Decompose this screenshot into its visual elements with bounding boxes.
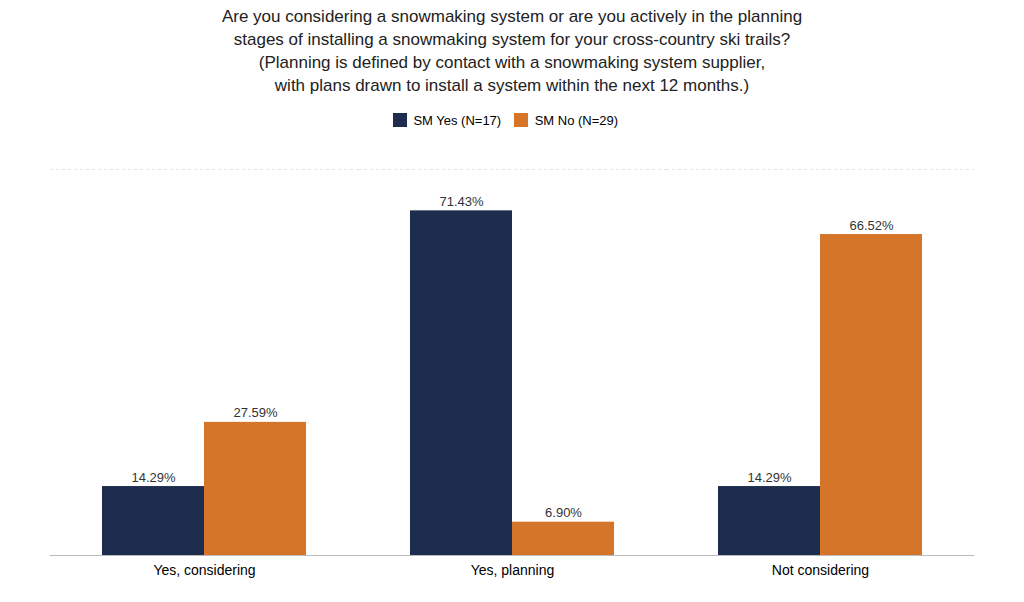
svg-text:27.59%: 27.59%: [233, 406, 278, 421]
svg-text:14.29%: 14.29%: [747, 470, 792, 485]
svg-text:6.90%: 6.90%: [545, 505, 582, 520]
html-text:SM No (N=29): SM No (N=29): [534, 112, 619, 128]
html-text:SM Yes (N=17): SM Yes (N=17): [413, 112, 502, 128]
svg-text:Yes, considering: Yes, considering: [153, 563, 255, 579]
svg-text:Not considering: Not considering: [772, 563, 869, 579]
svg-text:66.52%: 66.52%: [849, 218, 894, 233]
html-text:Are you considering a snowmaki: Are you considering a snowmaking system …: [221, 7, 803, 95]
svg-text:71.43%: 71.43%: [439, 194, 484, 209]
svg-text:Yes, planning: Yes, planning: [471, 563, 555, 579]
svg-text:14.29%: 14.29%: [131, 470, 176, 485]
